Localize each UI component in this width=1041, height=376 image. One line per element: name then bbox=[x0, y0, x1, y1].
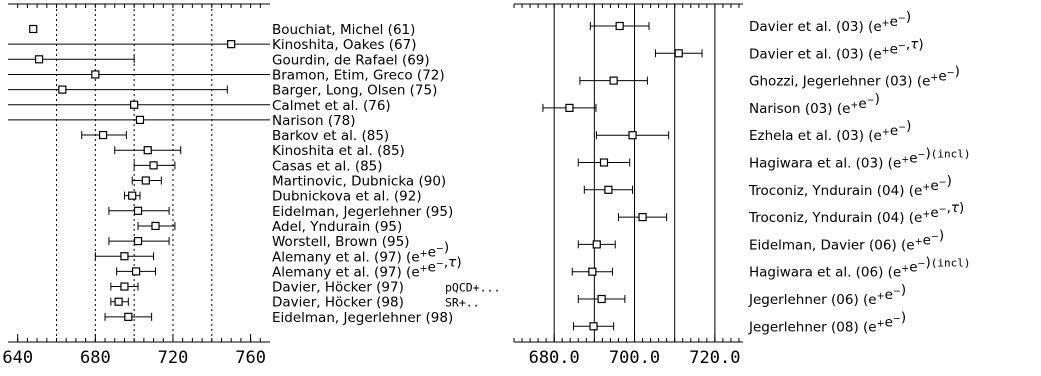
entry-label: Worstell, Brown (95) bbox=[272, 234, 409, 250]
entry-label: Davier et al. (03) (e+e−,τ) bbox=[749, 36, 924, 62]
entry-label: Hagiwara et al. (03) (e+e−)(incl) bbox=[749, 146, 971, 172]
entry-label: Kinoshita et al. (85) bbox=[272, 143, 405, 159]
entry-label: Eidelman, Davier (06) (e+e−) bbox=[749, 227, 944, 253]
data-point bbox=[133, 237, 143, 246]
entry-label: Troconiz, Yndurain (04) (e+e−) bbox=[748, 173, 952, 199]
data-point bbox=[114, 297, 123, 306]
x-tick-label: 720 bbox=[158, 348, 189, 368]
entry-label: Hagiwara et al. (06) (e+e−)(incl) bbox=[749, 255, 971, 281]
data-point bbox=[143, 146, 152, 155]
data-point bbox=[124, 312, 133, 321]
data-point bbox=[151, 221, 160, 231]
data-point bbox=[98, 130, 108, 140]
entry-label: Gourdin, de Rafael (69) bbox=[272, 52, 430, 68]
entry-label: Bouchiat, Michel (61) bbox=[272, 22, 415, 38]
data-point bbox=[628, 131, 637, 140]
data-point bbox=[34, 55, 44, 64]
entry-label: Alemany et al. (97) (e+e−,τ) bbox=[272, 254, 462, 280]
data-point bbox=[599, 158, 609, 167]
data-point bbox=[128, 191, 137, 200]
x-tick-label: 760 bbox=[235, 348, 266, 368]
data-point bbox=[565, 103, 574, 113]
entry-note: SR+.. bbox=[445, 296, 480, 310]
entry-label: Martinovic, Dubnicka (90) bbox=[272, 174, 446, 190]
data-point bbox=[638, 213, 647, 222]
entry-label: Calmet et al. (76) bbox=[272, 98, 391, 114]
entry-label: Davier et al. (03) (e+e−) bbox=[749, 9, 911, 35]
data-point bbox=[589, 322, 598, 331]
data-point bbox=[141, 176, 150, 185]
data-point bbox=[592, 240, 601, 249]
data-point bbox=[674, 49, 683, 58]
entry-label: Kinoshita, Oakes (67) bbox=[272, 37, 417, 53]
entry-label: Adel, Yndurain (95) bbox=[272, 219, 402, 235]
data-point bbox=[588, 267, 597, 276]
data-point bbox=[615, 21, 624, 31]
entry-label: Davier, Höcker (97) bbox=[272, 280, 404, 296]
data-point bbox=[120, 252, 129, 261]
data-point bbox=[131, 267, 141, 276]
x-tick-label: 680 bbox=[80, 348, 111, 368]
data-point bbox=[58, 85, 67, 94]
entry-label: Barkov et al. (85) bbox=[272, 128, 389, 144]
entry-label: Narison (78) bbox=[272, 113, 356, 129]
data-point bbox=[29, 24, 38, 34]
data-point bbox=[91, 70, 100, 79]
entry-label: Narison (03) (e+e−) bbox=[749, 91, 880, 117]
x-tick-label: 640 bbox=[2, 348, 33, 368]
entry-label: Eidelman, Jegerlehner (95) bbox=[272, 204, 453, 220]
data-point bbox=[120, 282, 129, 291]
data-point bbox=[609, 76, 618, 85]
right-panel: 680.0 700.0 720.0 Davier et al. (03) (e+e−)… bbox=[513, 3, 971, 368]
entry-label: Jegerlehner (08) (e+e−) bbox=[748, 309, 906, 335]
entry-label: Casas et al. (85) bbox=[272, 158, 383, 174]
data-point bbox=[149, 161, 158, 170]
data-point bbox=[227, 40, 236, 49]
entry-label: Alemany et al. (97) (e+e−) bbox=[272, 239, 449, 265]
entry-label: Bramon, Etim, Greco (72) bbox=[272, 67, 445, 83]
entry-label: Ezhela et al. (03) (e+e−) bbox=[749, 118, 911, 144]
x-tick-label: 720.0 bbox=[689, 348, 740, 368]
entry-label: Barger, Long, Olsen (75) bbox=[272, 83, 437, 99]
data-point bbox=[604, 185, 613, 194]
data-point bbox=[597, 294, 606, 304]
data-point bbox=[130, 100, 139, 109]
entry-label: Ghozzi, Jegerlehner (03) (e+e−) bbox=[749, 64, 960, 90]
entry-label: Davier, Höcker (98) bbox=[272, 295, 404, 311]
entry-label: Jegerlehner (06) (e+e−) bbox=[748, 282, 906, 308]
x-tick-label: 680.0 bbox=[529, 348, 580, 368]
entry-label: Troconiz, Yndurain (04) (e+e−,τ) bbox=[748, 200, 964, 226]
data-point bbox=[135, 115, 145, 125]
x-tick-label: 700.0 bbox=[609, 348, 660, 368]
entry-note: pQCD+... bbox=[445, 281, 500, 295]
data-point bbox=[133, 206, 143, 215]
entry-label: Eidelman, Jegerlehner (98) bbox=[272, 310, 453, 326]
entry-label: Dubnickova et al. (92) bbox=[272, 189, 422, 205]
